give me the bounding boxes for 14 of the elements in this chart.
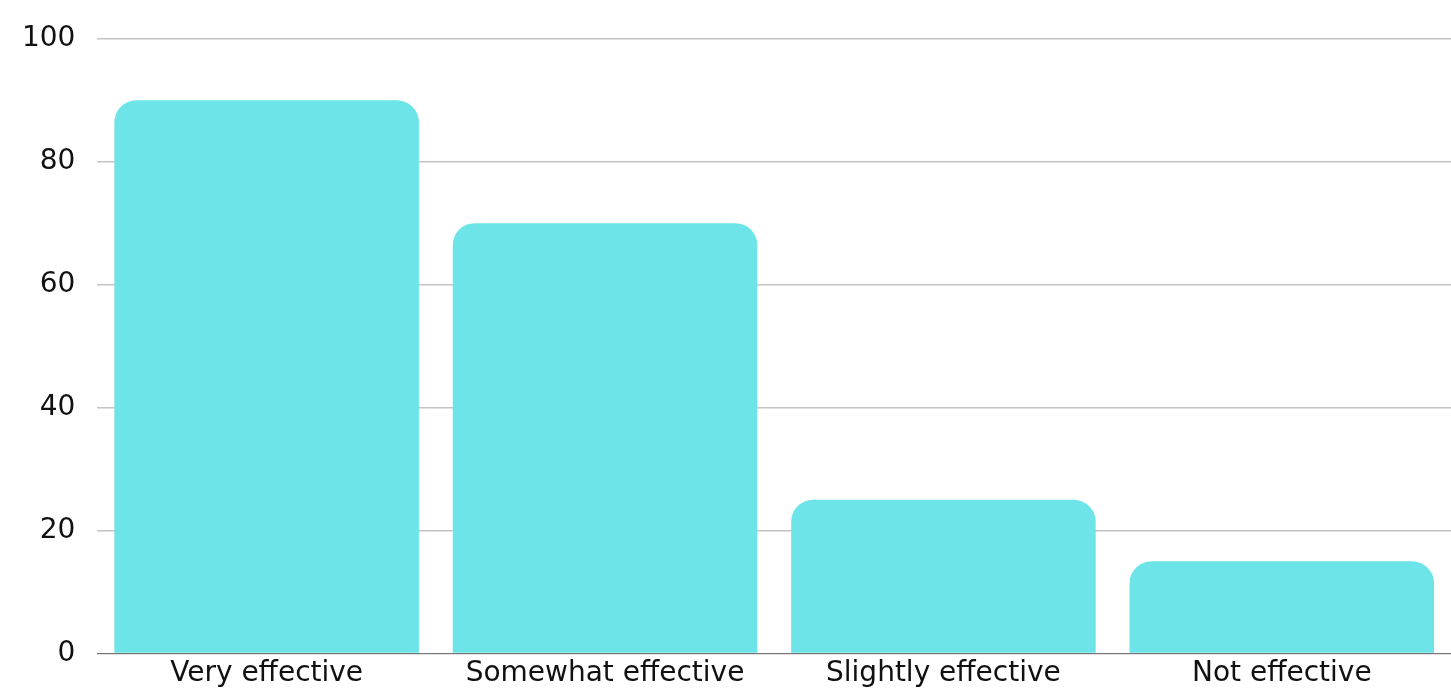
x-tick-label: Somewhat effective: [465, 655, 745, 689]
y-tick-label: 20: [39, 511, 76, 545]
bar: [114, 100, 419, 653]
y-tick-label: 100: [21, 20, 76, 54]
y-tick-label: 80: [39, 143, 76, 176]
bar: [791, 499, 1096, 653]
y-tick-label: 0: [57, 634, 76, 668]
x-tick-label: Very effective: [170, 655, 364, 689]
y-tick-label: 40: [39, 388, 76, 422]
y-tick-label: 60: [39, 265, 76, 299]
x-tick-label: Not effective: [1191, 655, 1372, 689]
bar: [452, 223, 758, 653]
bar: [1129, 561, 1435, 653]
x-tick-label: Slightly effective: [826, 655, 1061, 689]
